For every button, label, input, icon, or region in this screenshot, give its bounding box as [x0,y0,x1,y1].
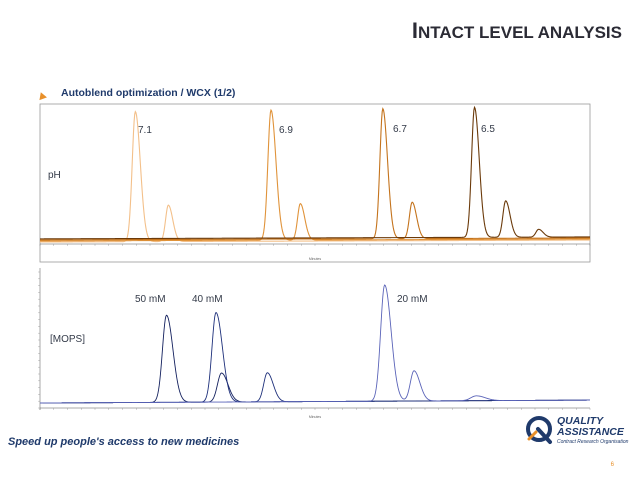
ph-series-7-1 [40,110,590,243]
ph-label-6-5: 6.5 [481,124,495,135]
mops-label-20mm: 20 mM [397,294,428,305]
logo-line-2: ASSISTANCE [557,426,624,438]
ph-y-label: pH [48,170,61,181]
mops-label-40mm: 40 mM [192,294,223,305]
ph-label-7-1: 7.1 [138,125,152,136]
ph-series-group [40,105,590,243]
ph-x-ticks [39,244,591,246]
ph-series-6-5 [40,105,590,240]
ph-series-6-7 [40,107,590,241]
slogan-text: Speed up people's access to new medicine… [8,436,240,448]
mops-y-ticks [38,271,40,409]
ph-series-6-9 [40,108,590,242]
mops-series-group [40,284,590,404]
mops-y-label: [MOPS] [50,334,85,345]
quality-assistance-logo: QUALITY ASSISTANCE Contract Research Org… [524,414,630,448]
mops-x-ticks [39,408,591,410]
ph-x-axis-label: Minutes [309,257,322,261]
slide-title-initial: I [411,18,418,43]
mops-chart-panel: Minutes [MOPS] 50 mM 40 mM 20 mM [38,268,591,419]
mops-label-50mm: 50 mM [135,294,166,305]
mops-series-20-mm [40,284,590,404]
logo-q-icon [526,416,552,444]
mops-series-50-mm [40,314,590,404]
page-number: 6 [610,462,614,468]
slide-title-rest: NTACT LEVEL ANALYSIS [417,23,622,42]
slide-title: INTACT LEVEL ANALYSIS [412,18,622,44]
mops-x-axis-label: Minutes [309,415,322,419]
mops-series-40-mm [40,311,590,404]
logo-line-3: Contract Research Organisation [557,439,629,445]
slide-subtitle: Autoblend optimization / WCX (1/2) [61,87,236,99]
ph-chart-frame [39,103,591,263]
ph-chart-panel: Minutes pH 7.1 6.9 6.7 6.5 [39,103,591,263]
logo-line-1: QUALITY [557,415,604,427]
ph-label-6-7: 6.7 [393,124,407,135]
ph-label-6-9: 6.9 [279,125,293,136]
